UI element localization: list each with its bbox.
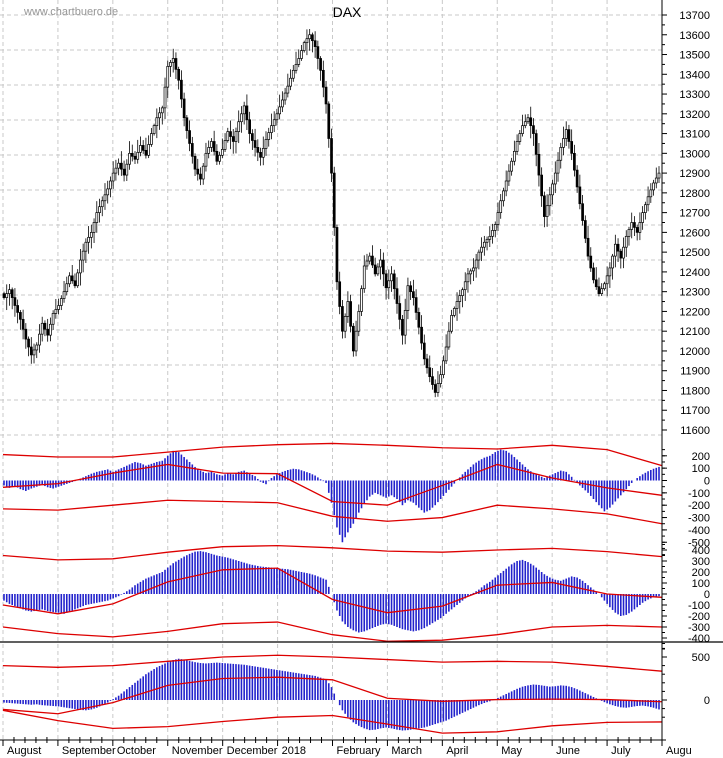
svg-text:August: August bbox=[7, 745, 41, 757]
svg-text:12700: 12700 bbox=[679, 208, 710, 220]
svg-text:0: 0 bbox=[704, 695, 710, 707]
svg-text:March: March bbox=[391, 745, 422, 757]
svg-text:13300: 13300 bbox=[679, 89, 710, 101]
svg-text:12600: 12600 bbox=[679, 227, 710, 239]
oscillator-panel-1 bbox=[2, 442, 663, 543]
svg-text:-400: -400 bbox=[688, 525, 710, 537]
svg-text:11700: 11700 bbox=[680, 405, 710, 417]
svg-text:400: 400 bbox=[692, 545, 710, 557]
svg-text:0: 0 bbox=[704, 589, 710, 601]
svg-text:-300: -300 bbox=[688, 622, 710, 634]
svg-text:October: October bbox=[117, 745, 156, 757]
svg-text:February: February bbox=[337, 745, 382, 757]
svg-text:June: June bbox=[556, 745, 580, 757]
svg-text:11600: 11600 bbox=[680, 425, 710, 437]
svg-text:-100: -100 bbox=[688, 600, 710, 612]
svg-text:100: 100 bbox=[692, 463, 710, 475]
svg-text:September: September bbox=[62, 745, 116, 757]
svg-text:500: 500 bbox=[692, 652, 710, 664]
svg-text:11800: 11800 bbox=[680, 385, 710, 397]
svg-text:12000: 12000 bbox=[679, 346, 710, 358]
svg-text:-500: -500 bbox=[688, 537, 710, 549]
oscillator-panel-2 bbox=[2, 544, 663, 642]
svg-text:-100: -100 bbox=[688, 488, 710, 500]
svg-text:2018: 2018 bbox=[282, 745, 306, 757]
svg-text:0: 0 bbox=[704, 476, 710, 488]
svg-text:100: 100 bbox=[692, 578, 710, 590]
svg-text:200: 200 bbox=[692, 567, 710, 579]
svg-text:300: 300 bbox=[692, 556, 710, 568]
svg-text:13700: 13700 bbox=[679, 10, 710, 22]
svg-text:-200: -200 bbox=[688, 611, 710, 623]
svg-text:12800: 12800 bbox=[679, 188, 710, 200]
price-panel bbox=[2, 29, 661, 398]
svg-text:-300: -300 bbox=[688, 513, 710, 525]
svg-text:July: July bbox=[611, 745, 631, 757]
gridlines bbox=[0, 0, 663, 740]
svg-text:April: April bbox=[446, 745, 468, 757]
svg-text:200: 200 bbox=[692, 451, 710, 463]
svg-text:12300: 12300 bbox=[679, 287, 710, 299]
svg-text:12400: 12400 bbox=[679, 267, 710, 279]
svg-text:13000: 13000 bbox=[679, 148, 710, 160]
svg-text:Augu: Augu bbox=[666, 745, 692, 757]
svg-text:December: December bbox=[227, 745, 278, 757]
svg-text:-400: -400 bbox=[688, 633, 710, 645]
svg-text:12900: 12900 bbox=[679, 168, 710, 180]
svg-text:13400: 13400 bbox=[679, 69, 710, 81]
svg-text:12100: 12100 bbox=[679, 326, 710, 338]
svg-text:12200: 12200 bbox=[679, 306, 710, 318]
svg-text:13100: 13100 bbox=[679, 129, 710, 141]
svg-text:May: May bbox=[501, 745, 522, 757]
watermark: www.chartbuero.de bbox=[24, 6, 119, 18]
svg-text:11900: 11900 bbox=[680, 366, 710, 378]
chart-title: DAX bbox=[332, 4, 362, 20]
oscillator-panel-3 bbox=[2, 654, 663, 734]
svg-text:13500: 13500 bbox=[679, 50, 710, 62]
svg-text:13200: 13200 bbox=[679, 109, 710, 121]
svg-text:13600: 13600 bbox=[679, 30, 710, 42]
svg-text:-200: -200 bbox=[688, 500, 710, 512]
svg-text:12500: 12500 bbox=[679, 247, 710, 259]
svg-text:November: November bbox=[172, 745, 223, 757]
